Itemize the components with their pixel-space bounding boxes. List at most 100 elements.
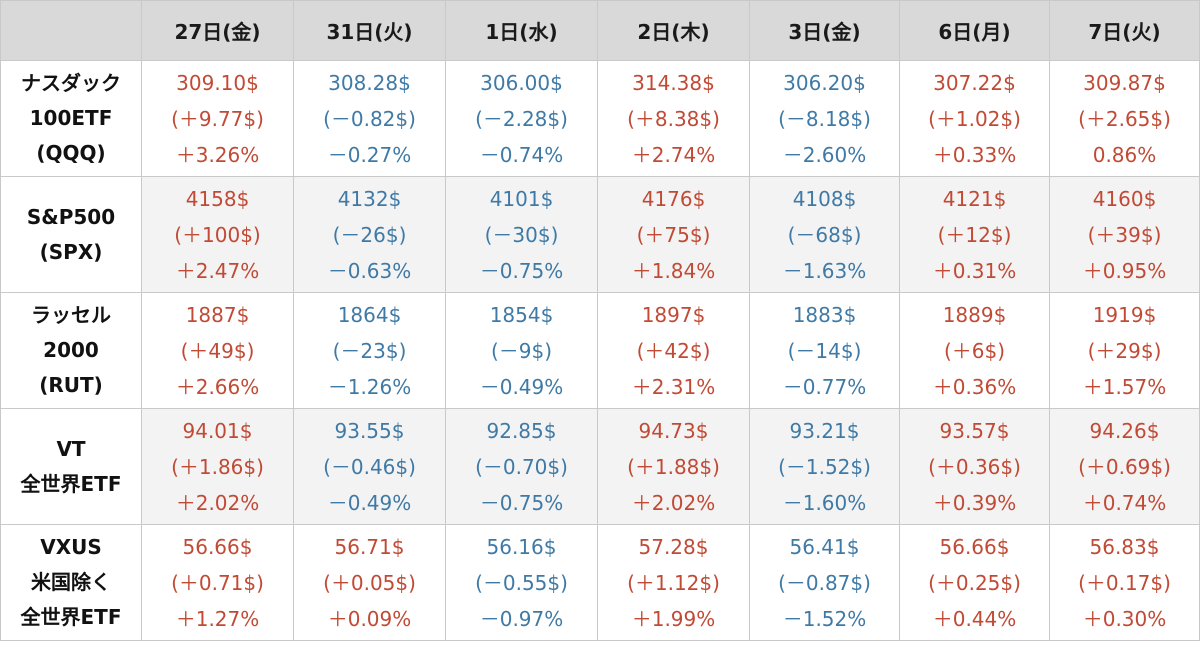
percent-change: ＋0.39% xyxy=(932,490,1017,515)
change-value: (－1.52$) xyxy=(778,454,871,479)
price-cell: 56.66$ (＋0.71$) ＋1.27% xyxy=(141,524,294,641)
table-body: ナスダック 100ETF (QQQ) 309.10$ (＋9.77$) ＋3.26% 308… xyxy=(0,60,1200,641)
price-value: 56.41$ xyxy=(789,534,860,559)
price-value: 306.20$ xyxy=(783,70,866,95)
price-cell: 1883$ (－14$) －0.77% xyxy=(749,292,900,409)
price-cell: 94.26$ (＋0.69$) ＋0.74% xyxy=(1049,408,1200,525)
price-value: 93.55$ xyxy=(334,418,405,443)
table-row: ラッセル 2000 (RUT) 1887$ (＋49$) ＋2.66% 1864$ (－23$… xyxy=(0,292,1200,409)
price-value: 314.38$ xyxy=(632,70,715,95)
price-value: 4158$ xyxy=(185,186,250,211)
percent-change: ＋0.30% xyxy=(1082,606,1167,631)
percent-change: －1.63% xyxy=(782,258,867,283)
price-cell: 4176$ (＋75$) ＋1.84% xyxy=(597,176,750,293)
percent-change: ＋2.31% xyxy=(631,374,716,399)
percent-change: －0.97% xyxy=(479,606,564,631)
percent-change: －1.60% xyxy=(782,490,867,515)
price-value: 92.85$ xyxy=(486,418,557,443)
column-header-date: 7日(火) xyxy=(1049,0,1200,61)
percent-change: －0.63% xyxy=(327,258,412,283)
price-cell: 1887$ (＋49$) ＋2.66% xyxy=(141,292,294,409)
price-value: 93.57$ xyxy=(939,418,1010,443)
change-value: (＋0.69$) xyxy=(1078,454,1171,479)
price-cell: 309.87$ (＋2.65$) 0.86% xyxy=(1049,60,1200,177)
change-value: (－30$) xyxy=(484,222,559,247)
price-cell: 4101$ (－30$) －0.75% xyxy=(445,176,598,293)
percent-change: －1.26% xyxy=(327,374,412,399)
ticker-name-line: 全世界ETF xyxy=(20,605,122,629)
ticker-name-line: S&P500 xyxy=(26,204,116,229)
change-value: (－0.82$) xyxy=(323,106,416,131)
percent-change: ＋1.57% xyxy=(1082,374,1167,399)
percent-change: －0.49% xyxy=(479,374,564,399)
ticker-name-line: ナスダック xyxy=(21,71,121,95)
ticker-name-line: VXUS xyxy=(40,535,102,559)
price-cell: 4160$ (＋39$) ＋0.95% xyxy=(1049,176,1200,293)
price-cell: 308.28$ (－0.82$) －0.27% xyxy=(293,60,446,177)
column-header-date: 27日(金) xyxy=(141,0,294,61)
price-value: 4121$ xyxy=(942,186,1007,211)
percent-change: ＋1.27% xyxy=(175,606,260,631)
price-value: 1864$ xyxy=(337,302,402,327)
change-value: (－8.18$) xyxy=(778,106,871,131)
percent-change: ＋0.74% xyxy=(1082,490,1167,515)
price-cell: 93.57$ (＋0.36$) ＋0.39% xyxy=(899,408,1050,525)
price-value: 56.71$ xyxy=(334,534,405,559)
price-value: 56.66$ xyxy=(939,534,1010,559)
price-cell: 93.21$ (－1.52$) －1.60% xyxy=(749,408,900,525)
change-value: (＋2.65$) xyxy=(1078,106,1171,131)
price-value: 57.28$ xyxy=(638,534,709,559)
change-value: (－0.87$) xyxy=(778,570,871,595)
change-value: (＋1.86$) xyxy=(171,454,264,479)
price-cell: 4158$ (＋100$) ＋2.47% xyxy=(141,176,294,293)
change-value: (＋1.02$) xyxy=(928,106,1021,131)
price-cell: 306.00$ (－2.28$) －0.74% xyxy=(445,60,598,177)
price-value: 4176$ xyxy=(641,186,706,211)
percent-change: ＋2.66% xyxy=(175,374,260,399)
price-value: 94.26$ xyxy=(1089,418,1160,443)
table-row: S&P500 (SPX) 4158$ (＋100$) ＋2.47% 4132$ (－26$)… xyxy=(0,176,1200,293)
change-value: (＋8.38$) xyxy=(627,106,720,131)
price-cell: 1864$ (－23$) －1.26% xyxy=(293,292,446,409)
price-cell: 4108$ (－68$) －1.63% xyxy=(749,176,900,293)
percent-change: －0.77% xyxy=(782,374,867,399)
percent-change: ＋0.31% xyxy=(932,258,1017,283)
price-cell: 57.28$ (＋1.12$) ＋1.99% xyxy=(597,524,750,641)
price-value: 94.01$ xyxy=(182,418,253,443)
percent-change: ＋2.47% xyxy=(175,258,260,283)
price-value: 94.73$ xyxy=(638,418,709,443)
price-cell: 1854$ (－9$) －0.49% xyxy=(445,292,598,409)
change-value: (＋29$) xyxy=(1087,338,1162,363)
column-header-date: 31日(火) xyxy=(293,0,446,61)
price-value: 307.22$ xyxy=(933,70,1016,95)
price-cell: 56.71$ (＋0.05$) ＋0.09% xyxy=(293,524,446,641)
price-value: 4101$ xyxy=(489,186,554,211)
column-header-date: 1日(水) xyxy=(445,0,598,61)
price-value: 4108$ xyxy=(792,186,857,211)
price-cell: 56.41$ (－0.87$) －1.52% xyxy=(749,524,900,641)
price-value: 308.28$ xyxy=(328,70,411,95)
row-header-ticker: ナスダック 100ETF (QQQ) xyxy=(0,60,142,177)
table-row: VXUS 米国除く全世界ETF 56.66$ (＋0.71$) ＋1.27% 56.71$… xyxy=(0,524,1200,641)
change-value: (＋42$) xyxy=(636,338,711,363)
ticker-name-line: (SPX) xyxy=(39,239,103,264)
ticker-name-line: 100ETF xyxy=(29,106,113,130)
percent-change: －0.27% xyxy=(327,142,412,167)
price-value: 309.87$ xyxy=(1083,70,1166,95)
price-value: 4160$ xyxy=(1092,186,1157,211)
percent-change: ＋1.84% xyxy=(631,258,716,283)
percent-change: ＋2.02% xyxy=(631,490,716,515)
change-value: (＋12$) xyxy=(937,222,1012,247)
ticker-name-line: (QQQ) xyxy=(36,141,106,165)
change-value: (－0.46$) xyxy=(323,454,416,479)
ticker-name-line: VT xyxy=(56,436,86,461)
price-cell: 1889$ (＋6$) ＋0.36% xyxy=(899,292,1050,409)
price-cell: 56.16$ (－0.55$) －0.97% xyxy=(445,524,598,641)
percent-change: ＋0.33% xyxy=(932,142,1017,167)
change-value: (＋0.05$) xyxy=(323,570,416,595)
ticker-name-line: 米国除く xyxy=(31,570,111,594)
price-cell: 93.55$ (－0.46$) －0.49% xyxy=(293,408,446,525)
price-cell: 1919$ (＋29$) ＋1.57% xyxy=(1049,292,1200,409)
corner-cell xyxy=(0,0,142,61)
change-value: (－9$) xyxy=(490,338,553,363)
